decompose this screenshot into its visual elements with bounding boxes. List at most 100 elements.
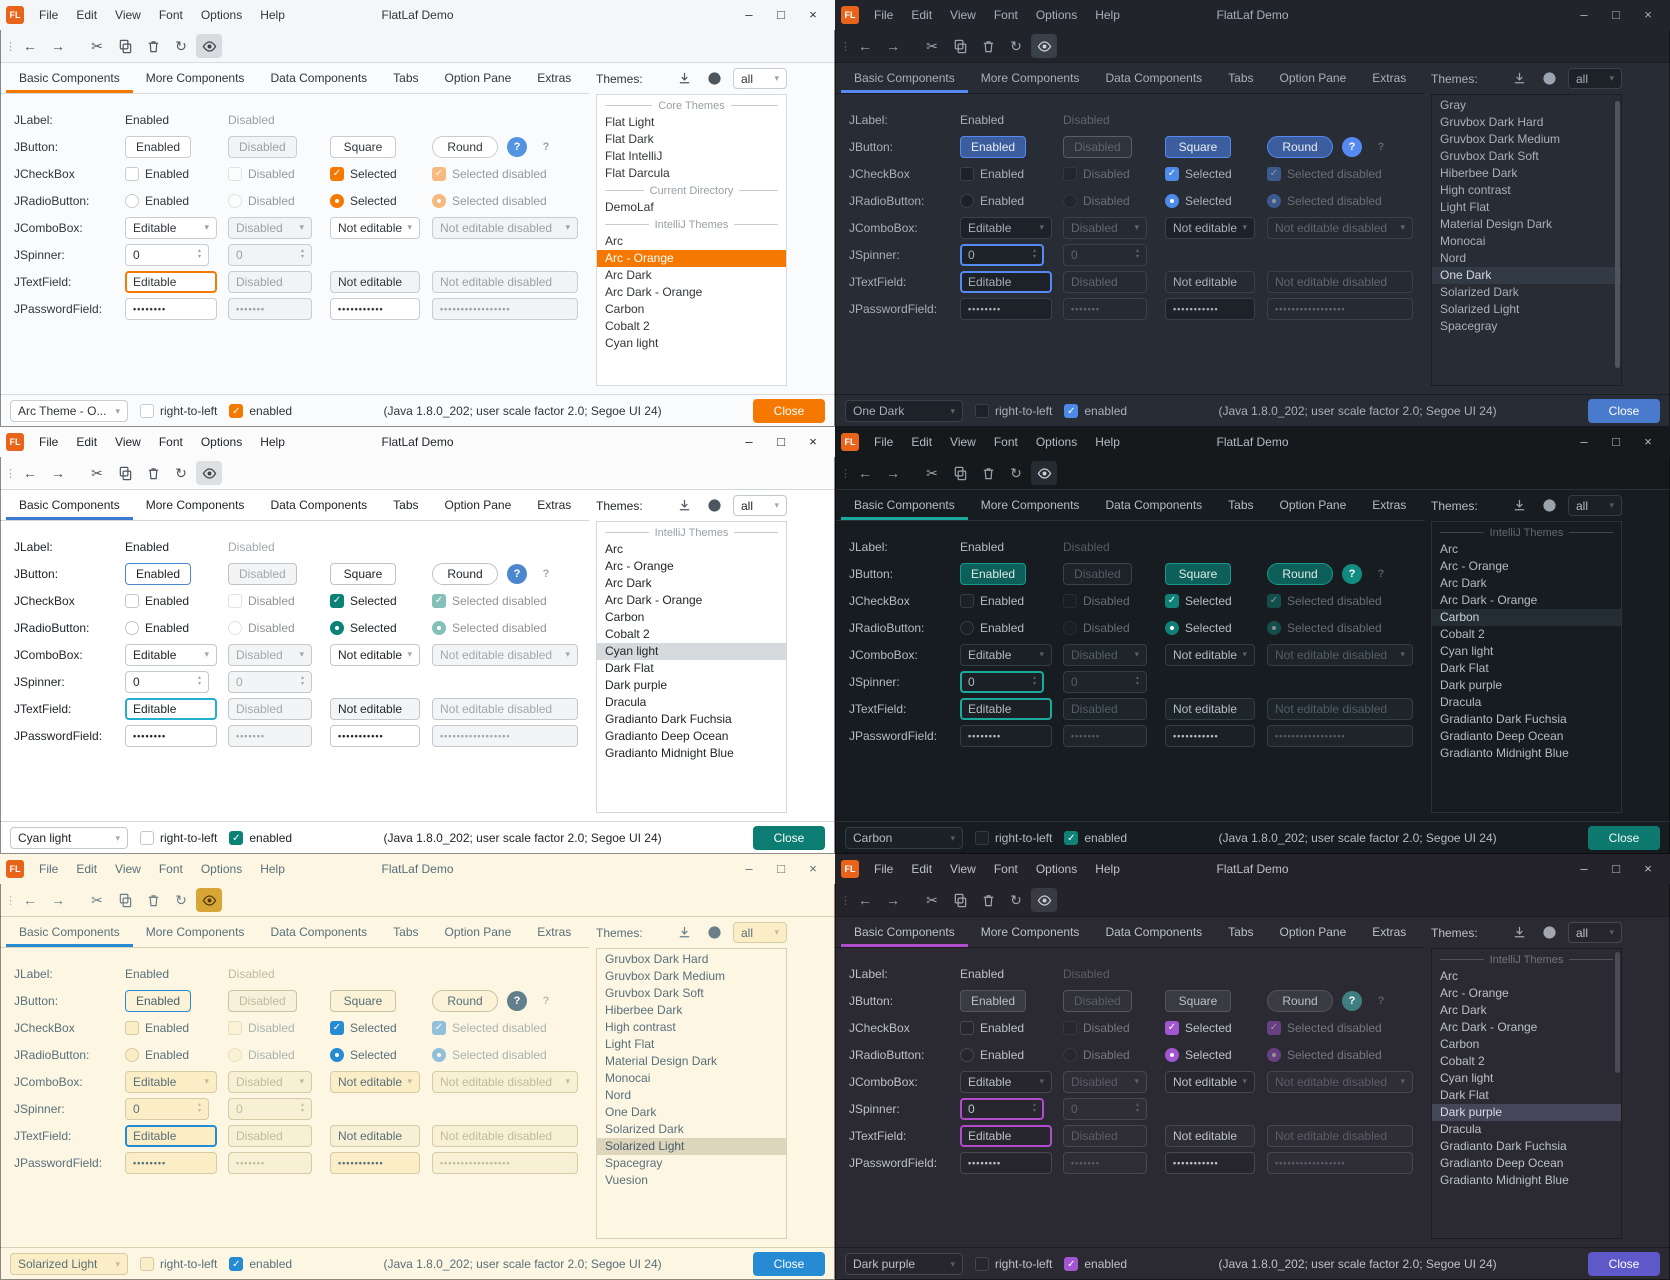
textfield-editable[interactable]: Editable [960, 697, 1052, 720]
theme-list-item[interactable]: High contrast [605, 1020, 676, 1034]
textfield-editable[interactable]: Editable [125, 697, 217, 720]
checkbox-checked-icon[interactable]: ✓ [1064, 831, 1079, 845]
theme-list-item[interactable]: Gradianto Dark Fuchsia [1440, 712, 1567, 726]
theme-list-item[interactable]: Gray [1440, 98, 1467, 112]
theme-list-item[interactable]: Flat Light [605, 115, 655, 129]
themes-filter-combobox[interactable]: all ▾ [733, 495, 787, 516]
checkbox-icon[interactable] [125, 593, 139, 608]
menu-font[interactable]: Font [158, 435, 183, 449]
chevron-down-icon[interactable]: ▾ [115, 405, 120, 416]
tab-extras[interactable]: Extras [1372, 498, 1407, 512]
theme-list-item[interactable]: Gradianto Deep Ocean [1440, 1156, 1564, 1170]
theme-list-item[interactable]: Flat IntelliJ [605, 149, 663, 163]
checkbox-checked-icon[interactable]: ✓ [1165, 593, 1179, 608]
chevron-down-icon[interactable]: ▾ [115, 832, 120, 843]
menu-file[interactable]: File [39, 8, 59, 22]
theme-list-item[interactable]: Arc - Orange [1440, 559, 1509, 573]
checkbox-enabled[interactable]: Enabled [960, 1020, 1024, 1035]
menu-options[interactable]: Options [200, 435, 243, 449]
right-to-left-checkbox[interactable]: right-to-left [975, 404, 1052, 418]
theme-list-item[interactable]: Dracula [1440, 695, 1482, 709]
tab-tabs[interactable]: Tabs [1228, 71, 1254, 85]
theme-list-item[interactable]: Solarized Light [1440, 302, 1520, 316]
enabled-checkbox[interactable]: ✓ enabled [1064, 1257, 1127, 1271]
checkbox-checked-icon[interactable]: ✓ [1165, 166, 1179, 181]
maximize-button[interactable]: □ [1612, 861, 1620, 876]
theme-list-item[interactable]: Arc [1440, 542, 1458, 556]
theme-list-item[interactable]: Arc Dark - Orange [1440, 1020, 1538, 1034]
radio-checked-icon[interactable] [330, 193, 344, 208]
chevron-down-icon[interactable]: ▾ [1609, 73, 1614, 83]
theme-list-item[interactable]: Arc - Orange [1440, 986, 1509, 1000]
forward-icon[interactable]: → [886, 892, 900, 908]
copy-icon[interactable] [947, 461, 973, 485]
theme-list-item[interactable]: Cyan light [597, 643, 786, 660]
password-field[interactable]: •••••••• [960, 297, 1052, 320]
tab-tabs[interactable]: Tabs [393, 71, 419, 85]
round-button[interactable]: Round [1267, 135, 1333, 158]
forward-icon[interactable]: → [886, 465, 900, 481]
delete-icon[interactable] [140, 888, 166, 912]
chevron-down-icon[interactable]: ▾ [1039, 649, 1044, 659]
menu-options[interactable]: Options [200, 8, 243, 22]
checkbox-enabled[interactable]: Enabled [960, 593, 1024, 608]
square-button[interactable]: Square [1165, 135, 1231, 158]
right-to-left-checkbox[interactable]: right-to-left [140, 404, 217, 418]
theme-list-item[interactable]: Gruvbox Dark Medium [1440, 132, 1561, 146]
back-icon[interactable]: ← [858, 465, 872, 481]
password-field[interactable]: •••••••• [125, 1151, 217, 1174]
radio-icon[interactable] [960, 620, 974, 635]
minimize-button[interactable]: – [1580, 7, 1588, 22]
spinner[interactable]: 0 ▴ ▾ [125, 243, 209, 266]
tab-data-components[interactable]: Data Components [1105, 925, 1203, 939]
back-icon[interactable]: ← [23, 465, 37, 481]
theme-list-item[interactable]: Gruvbox Dark Soft [605, 986, 704, 1000]
tab-extras[interactable]: Extras [1372, 925, 1407, 939]
theme-list-item[interactable]: Gruvbox Dark Medium [605, 969, 726, 983]
minimize-button[interactable]: – [745, 434, 753, 449]
spinner-arrows-icon[interactable]: ▴ ▾ [197, 248, 201, 260]
back-icon[interactable]: ← [858, 38, 872, 54]
theme-list-item[interactable]: High contrast [1440, 183, 1511, 197]
close-button[interactable]: Close [753, 826, 825, 850]
tab-more-components[interactable]: More Components [145, 925, 245, 939]
forward-icon[interactable]: → [51, 465, 65, 481]
square-button[interactable]: Square [1165, 562, 1231, 585]
textfield-editable[interactable]: Editable [960, 270, 1052, 293]
download-icon[interactable] [1508, 68, 1530, 90]
menu-edit[interactable]: Edit [911, 862, 933, 876]
copy-icon[interactable] [947, 34, 973, 58]
cut-icon[interactable]: ✂ [91, 464, 103, 481]
theme-list-item[interactable]: Arc Dark - Orange [605, 593, 703, 607]
theme-list-item[interactable]: Arc [1440, 969, 1458, 983]
theme-list-item[interactable]: Carbon [605, 302, 645, 316]
checkbox-checked-icon[interactable]: ✓ [1165, 1020, 1179, 1035]
maximize-button[interactable]: □ [1612, 434, 1620, 449]
menu-help[interactable]: Help [260, 435, 285, 449]
radio-selected[interactable]: Selected [1165, 193, 1232, 208]
radio-icon[interactable] [125, 1047, 139, 1062]
help-button[interactable]: ? [1342, 136, 1362, 157]
show-hidden-eye-icon[interactable] [1031, 461, 1057, 485]
square-button[interactable]: Square [1165, 989, 1231, 1012]
menu-view[interactable]: View [115, 435, 141, 449]
cut-icon[interactable]: ✂ [926, 464, 938, 481]
themes-filter-combobox[interactable]: all ▾ [733, 922, 787, 943]
toolbar-grip-icon[interactable]: ⋮ [840, 894, 851, 907]
tab-option-pane[interactable]: Option Pane [1279, 71, 1347, 85]
theme-list-scrollbar[interactable] [1615, 951, 1620, 1074]
checkbox-icon[interactable] [975, 1257, 989, 1271]
tab-extras[interactable]: Extras [1372, 71, 1407, 85]
refresh-icon[interactable]: ↻ [1010, 464, 1022, 481]
enabled-button[interactable]: Enabled [125, 989, 192, 1012]
tab-data-components[interactable]: Data Components [270, 498, 368, 512]
refresh-icon[interactable]: ↻ [1010, 37, 1022, 54]
right-to-left-checkbox[interactable]: right-to-left [140, 831, 217, 845]
close-window-button[interactable]: × [1644, 7, 1652, 22]
theme-combobox[interactable]: Cyan light ▾ [10, 827, 128, 849]
combobox-not-editable[interactable]: Not editable ▾ [1165, 1070, 1255, 1093]
theme-list-item[interactable]: Cyan light [605, 336, 659, 350]
radio-enabled[interactable]: Enabled [960, 193, 1024, 208]
spinner-arrows-icon[interactable]: ▴ ▾ [1032, 1102, 1036, 1114]
checkbox-selected[interactable]: ✓ Selected [1165, 593, 1232, 608]
